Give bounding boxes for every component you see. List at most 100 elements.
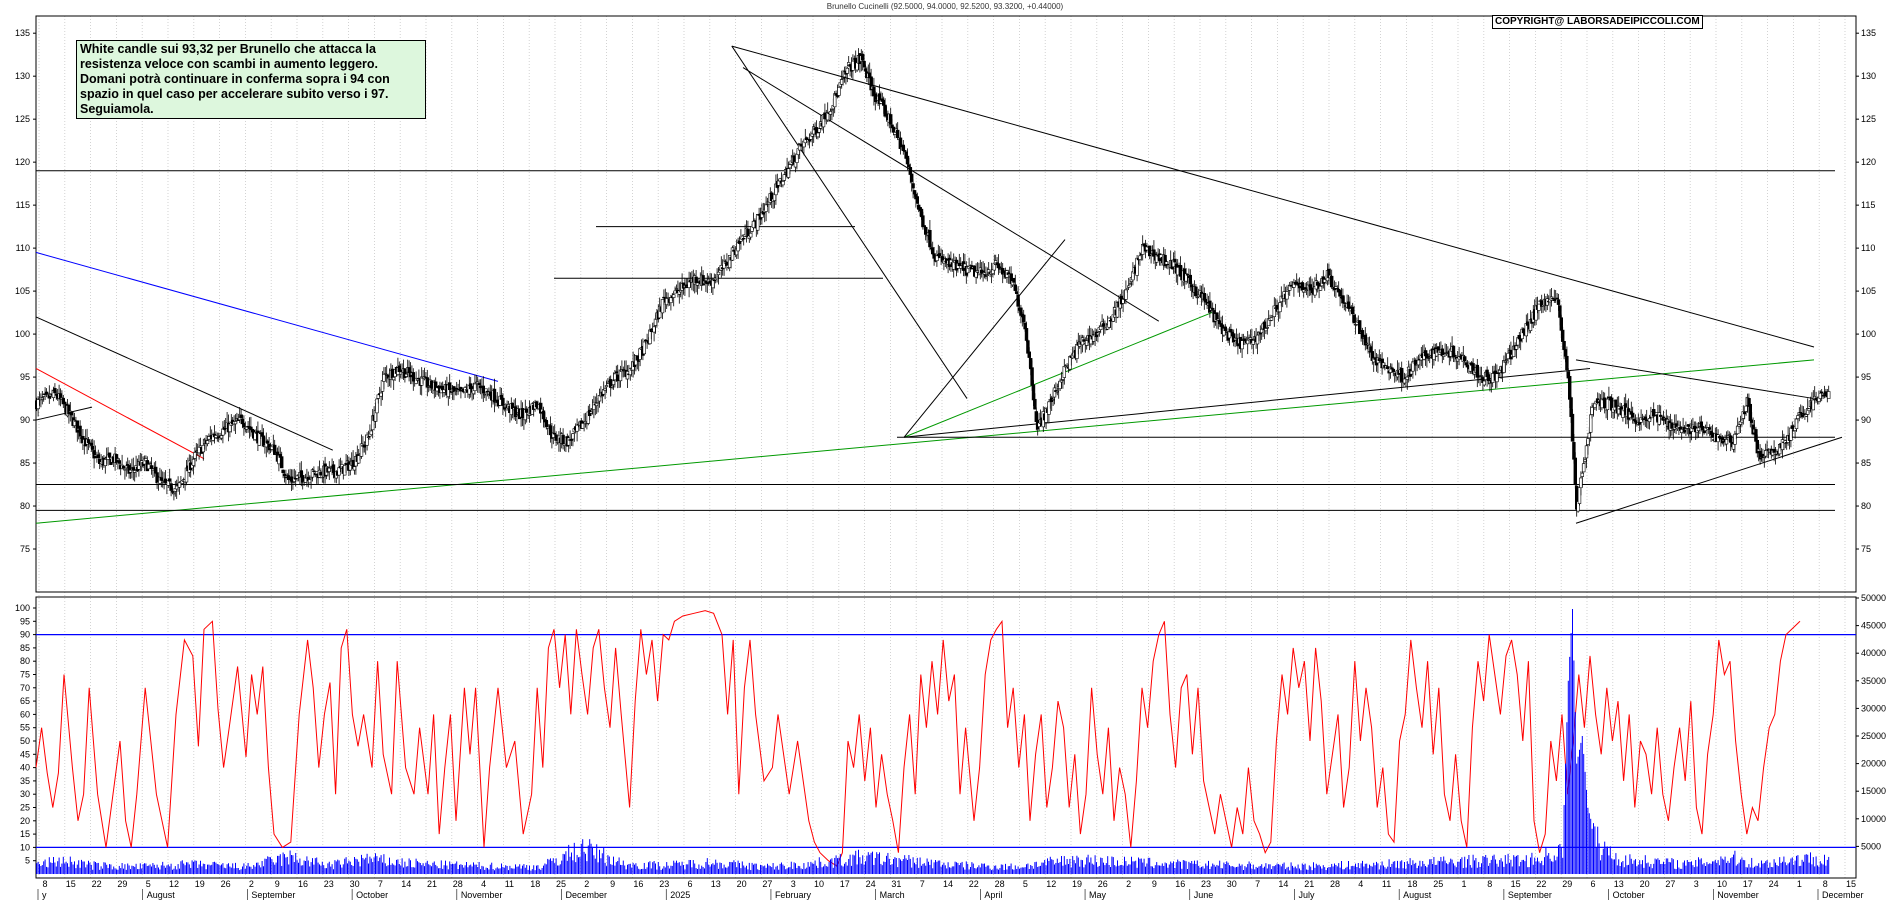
candle-body	[1099, 326, 1103, 330]
candle-body	[1754, 429, 1758, 442]
oscillator-tick-label: 30	[20, 789, 30, 799]
candle-body	[736, 242, 740, 252]
candle-body	[93, 454, 98, 457]
candle-body	[96, 454, 101, 458]
candle-body	[121, 465, 126, 469]
candle-body	[337, 467, 341, 476]
candle-body	[1125, 288, 1130, 291]
candle-body	[1748, 403, 1753, 422]
day-tick-label: 17	[840, 879, 850, 889]
candle-body	[635, 355, 640, 361]
candle-body	[1491, 373, 1495, 383]
candle-body	[382, 373, 386, 382]
day-tick-label: 15	[1846, 879, 1856, 889]
day-tick-label: 17	[1743, 879, 1753, 889]
candle-body	[1208, 300, 1212, 313]
candle-body	[309, 477, 313, 479]
candle-body	[1416, 359, 1421, 366]
day-tick-label: 30	[1227, 879, 1237, 889]
candle-body	[1061, 379, 1065, 381]
candle-body	[473, 383, 477, 392]
day-tick-label: 27	[762, 879, 772, 889]
volume-tick-label: 45000	[1861, 621, 1886, 631]
day-tick-label: 25	[556, 879, 566, 889]
candle-body	[1260, 328, 1264, 334]
candle-body	[907, 164, 911, 168]
candle-body	[1684, 428, 1688, 431]
day-tick-label: 13	[1614, 879, 1624, 889]
candle-body	[1807, 408, 1811, 412]
day-tick-label: 30	[350, 879, 360, 889]
volume-tick-label: 40000	[1861, 648, 1886, 658]
candle-body	[1503, 360, 1508, 363]
candle-body	[610, 385, 614, 388]
candle-body	[746, 228, 750, 237]
candle-body	[1590, 407, 1594, 415]
candle-body	[91, 446, 95, 450]
candle-body	[524, 408, 529, 413]
day-tick-label: 8	[1487, 879, 1492, 889]
candle-body	[1479, 375, 1484, 377]
candle-body	[1731, 443, 1736, 450]
candle-body	[1563, 349, 1568, 357]
candle-body	[426, 386, 431, 388]
candle-body	[155, 472, 159, 484]
day-tick-label: 15	[66, 879, 76, 889]
candle-body	[888, 114, 893, 125]
candle-body	[1451, 345, 1456, 358]
candle-body	[1617, 406, 1621, 415]
candle-body	[191, 458, 196, 466]
day-tick-label: 14	[401, 879, 411, 889]
candle-body	[1016, 294, 1020, 307]
day-tick-label: 7	[1255, 879, 1260, 889]
candle-body	[545, 426, 550, 429]
candle-body	[788, 164, 792, 169]
candle-body	[454, 387, 459, 390]
candle-body	[295, 475, 299, 479]
candle-body	[417, 377, 421, 380]
candle-body	[1318, 286, 1323, 291]
candle-body	[611, 380, 616, 385]
candle-body	[281, 469, 285, 474]
month-label: 2025	[670, 890, 690, 900]
price-tick-label: 130	[1861, 71, 1876, 81]
candle-body	[1128, 283, 1132, 285]
candle-body	[921, 215, 925, 228]
candle-body	[1223, 326, 1228, 331]
candle-body	[755, 214, 760, 231]
candle-body	[300, 475, 305, 483]
candle-body	[46, 393, 50, 395]
candle-body	[1659, 414, 1663, 417]
candle-body	[891, 126, 896, 133]
candle-body	[1519, 338, 1523, 342]
price-tick-label: 100	[15, 329, 30, 339]
candle-body	[62, 401, 67, 404]
candle-body	[1107, 317, 1111, 328]
oscillator-tick-label: 20	[20, 816, 30, 826]
price-candles	[34, 48, 1831, 517]
candle-body	[1358, 320, 1362, 335]
candle-body	[312, 470, 316, 472]
price-tick-label: 110	[1861, 243, 1875, 253]
candle-body	[1643, 416, 1648, 420]
candle-body	[124, 465, 129, 469]
candle-body	[1026, 340, 1030, 354]
candle-body	[1269, 317, 1274, 321]
month-label: October	[1613, 890, 1645, 900]
candle-body	[456, 389, 460, 392]
candle-body	[985, 274, 990, 276]
candle-body	[149, 465, 154, 469]
trendline	[731, 45, 968, 399]
candle-body	[816, 132, 820, 138]
oscillator-tick-label: 60	[20, 709, 30, 719]
candle-body	[257, 432, 261, 446]
day-tick-label: 6	[1590, 879, 1595, 889]
candle-body	[1027, 351, 1032, 358]
candle-body	[265, 440, 270, 444]
day-tick-label: 16	[298, 879, 308, 889]
candle-body	[930, 247, 935, 255]
month-label: y	[42, 890, 47, 900]
day-tick-label: 21	[427, 879, 437, 889]
candle-body	[895, 129, 900, 139]
candle-body	[447, 382, 452, 391]
